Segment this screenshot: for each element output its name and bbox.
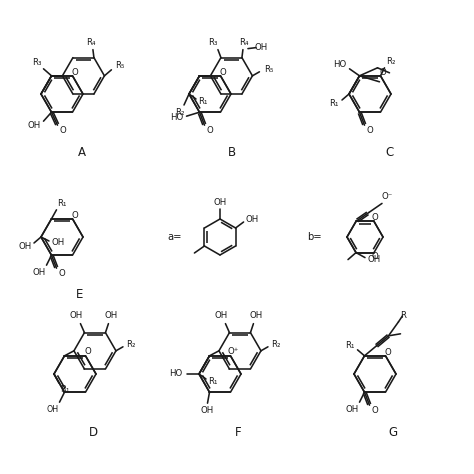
Text: b=: b= bbox=[307, 232, 322, 242]
Text: O⁺: O⁺ bbox=[228, 347, 239, 356]
Text: O: O bbox=[372, 252, 378, 261]
Text: OH: OH bbox=[201, 406, 214, 415]
Text: R₂: R₂ bbox=[175, 108, 185, 117]
Text: O: O bbox=[384, 348, 391, 357]
Text: OH: OH bbox=[250, 311, 263, 320]
Text: O: O bbox=[219, 68, 226, 77]
Text: OH: OH bbox=[367, 255, 381, 264]
Text: OH: OH bbox=[46, 405, 59, 414]
Text: R₂: R₂ bbox=[386, 57, 395, 66]
Text: D: D bbox=[89, 426, 98, 438]
Text: R₂: R₂ bbox=[126, 340, 136, 349]
Text: OH: OH bbox=[33, 268, 46, 277]
Text: O: O bbox=[71, 211, 78, 220]
Text: R₁: R₁ bbox=[329, 99, 339, 108]
Text: OH: OH bbox=[346, 405, 359, 414]
Text: HO: HO bbox=[333, 60, 346, 69]
Text: R₅: R₅ bbox=[115, 61, 124, 70]
Text: O: O bbox=[58, 269, 65, 278]
Text: OH: OH bbox=[215, 311, 228, 320]
Text: HO: HO bbox=[169, 370, 182, 379]
Text: O: O bbox=[372, 213, 378, 222]
Text: O⁻: O⁻ bbox=[382, 192, 392, 201]
Text: R₄: R₄ bbox=[86, 38, 96, 47]
Text: R₃: R₃ bbox=[32, 58, 41, 67]
Text: HO: HO bbox=[170, 113, 183, 122]
Text: R: R bbox=[401, 311, 407, 320]
Text: R₅: R₅ bbox=[264, 65, 273, 74]
Text: C: C bbox=[386, 146, 394, 158]
Text: F: F bbox=[235, 426, 241, 438]
Text: R₃: R₃ bbox=[208, 38, 218, 47]
Text: A: A bbox=[78, 146, 86, 158]
Text: O: O bbox=[84, 347, 91, 356]
Text: E: E bbox=[76, 288, 84, 301]
Text: OH: OH bbox=[246, 215, 259, 224]
Text: a=: a= bbox=[168, 232, 182, 242]
Text: R₁: R₁ bbox=[198, 97, 208, 106]
Text: OH: OH bbox=[105, 311, 118, 320]
Text: OH: OH bbox=[70, 311, 83, 320]
Text: R₁: R₁ bbox=[208, 376, 218, 385]
Text: R₁: R₁ bbox=[345, 341, 354, 350]
Text: R₂: R₂ bbox=[271, 340, 281, 349]
Text: O: O bbox=[379, 68, 386, 77]
Text: OH: OH bbox=[18, 241, 32, 250]
Text: B: B bbox=[228, 146, 236, 158]
Text: OH: OH bbox=[28, 121, 41, 130]
Text: R₁: R₁ bbox=[60, 384, 70, 393]
Text: R₄: R₄ bbox=[239, 38, 249, 47]
Text: O: O bbox=[206, 126, 213, 135]
Text: OH: OH bbox=[51, 237, 64, 246]
Text: O: O bbox=[371, 406, 378, 415]
Text: OH: OH bbox=[254, 43, 267, 52]
Text: G: G bbox=[388, 426, 398, 438]
Text: O: O bbox=[71, 68, 78, 77]
Text: R₁: R₁ bbox=[57, 199, 66, 208]
Text: O: O bbox=[59, 126, 66, 135]
Text: OH: OH bbox=[213, 198, 227, 207]
Text: O: O bbox=[366, 126, 373, 135]
